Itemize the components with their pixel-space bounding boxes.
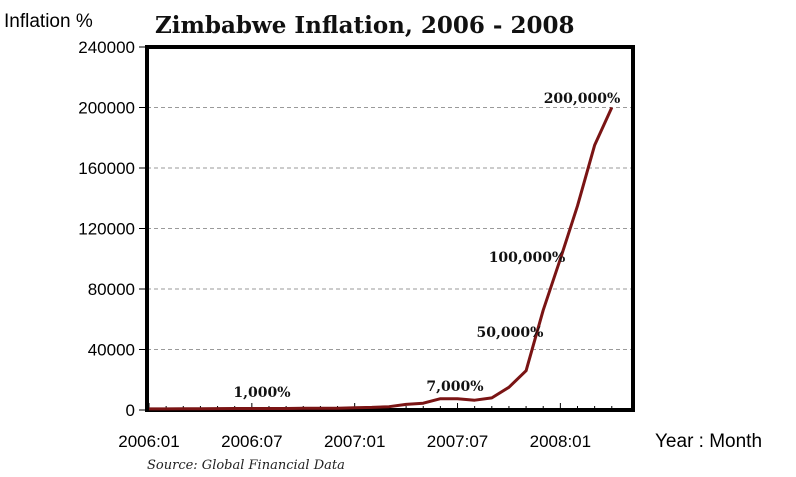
y-axis-label: Inflation % [4, 11, 93, 32]
chart-title: Zimbabwe Inflation, 2006 - 2008 [155, 12, 575, 39]
data-annotation: 50,000% [477, 325, 544, 341]
series-line-inflation [149, 106, 614, 411]
x-axis-label: Year : Month [655, 431, 762, 452]
y-tick-label: 120000 [78, 220, 135, 239]
annotations: 1,000% 7,000% 50,000% 100,000% 200,000% [233, 91, 620, 401]
plot-frame [145, 45, 635, 412]
x-tick-label: 2007:07 [427, 432, 488, 451]
x-tick-label: 2006:01 [118, 432, 179, 451]
data-annotation: 7,000% [426, 379, 483, 395]
y-tick-label: 240000 [78, 38, 135, 57]
data-annotation: 200,000% [544, 91, 621, 107]
x-tick-label: 2008:01 [530, 432, 591, 451]
x-tick-label: 2007:01 [324, 432, 385, 451]
y-tick-label: 200000 [78, 99, 135, 118]
x-tick-label: 2006:07 [221, 432, 282, 451]
y-tick-label: 80000 [88, 280, 135, 299]
y-tick-label: 40000 [88, 341, 135, 360]
y-tick-label: 0 [126, 401, 135, 420]
y-tick-label: 160000 [78, 159, 135, 178]
y-axis-ticks: 0 40000 80000 120000 160000 200000 240000 [78, 38, 147, 420]
source-note: Source: Global Financial Data [147, 458, 345, 473]
grid-lines [147, 107, 633, 350]
data-annotation: 1,000% [233, 385, 290, 401]
data-annotation: 100,000% [489, 250, 566, 266]
